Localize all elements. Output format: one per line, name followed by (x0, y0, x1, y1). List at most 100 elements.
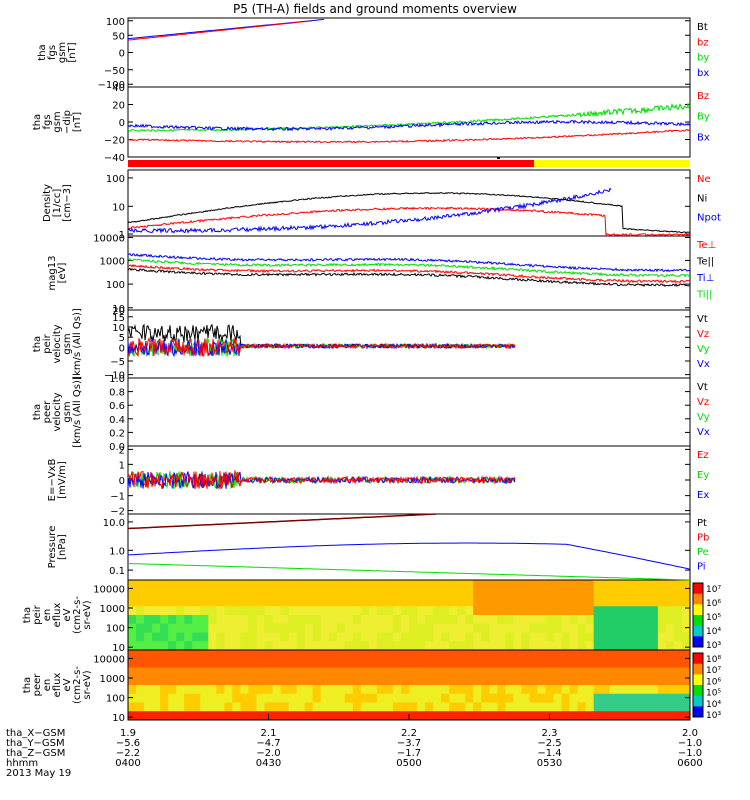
spectrogram-cell (433, 658, 442, 668)
spectrogram-cell (505, 632, 514, 642)
spectrogram-cell (593, 658, 603, 668)
spectrogram-cell (384, 580, 394, 590)
spectrogram-cell (392, 580, 402, 590)
ylabel-line: velocity (52, 392, 63, 431)
spectrogram-cell (152, 650, 161, 660)
spectrogram-cell (136, 658, 145, 668)
spectrogram-cell (216, 711, 225, 721)
xaxis-row-label: tha_Z−GSM (6, 748, 65, 759)
spectrogram-cell (136, 606, 145, 616)
spectrogram-cell (497, 658, 506, 668)
spectrogram-cell (433, 588, 442, 598)
spectrogram-cell (513, 623, 522, 633)
spectrogram-cell (248, 685, 257, 695)
Pi-curve (127, 542, 691, 570)
spectrogram-cell (128, 588, 137, 598)
spectrogram-cell (625, 597, 635, 607)
spectrogram-cell (256, 623, 265, 633)
spectrogram-cell (449, 606, 458, 616)
spectrogram-cell (400, 702, 410, 712)
spectrogram-cell (168, 693, 177, 703)
spectrogram-cell (192, 685, 201, 695)
spectrogram-cell (513, 588, 522, 598)
spectrogram-cell (425, 650, 434, 660)
spectrogram-cell (216, 623, 225, 633)
spectrogram-cell (561, 597, 571, 607)
spectrogram-cell (392, 667, 402, 677)
legend-entry: Ni (697, 193, 707, 204)
spectrogram-cell (208, 615, 217, 625)
spectrogram-cell (641, 658, 651, 668)
spectrogram-cell (601, 702, 611, 712)
spectrogram-cell (657, 650, 667, 660)
spectrogram-cell (625, 615, 635, 625)
spectrogram-cell (425, 632, 434, 642)
spectrogram-cell (168, 641, 177, 651)
spectrogram-cell (240, 650, 249, 660)
spectrogram-cell (617, 615, 627, 625)
spectrogram-cell (513, 676, 522, 686)
spectrogram-cell (344, 588, 354, 598)
spectrogram-cell (425, 597, 434, 607)
colorbar-label: 10³ (706, 641, 721, 651)
spectrogram-cell (272, 641, 282, 651)
spectrogram-cell (441, 580, 450, 590)
spectrogram-cell (577, 588, 587, 598)
spectrogram-cell (360, 650, 370, 660)
spectrogram-cell (425, 658, 434, 668)
spectrogram-cell (529, 580, 538, 590)
spectrogram-cell (312, 597, 322, 607)
spectrogram-cell (473, 597, 482, 607)
spectrogram-cell (625, 632, 635, 642)
spectrogram-cell (368, 676, 378, 686)
spectrogram-cell (240, 580, 249, 590)
xaxis-value: −1.0 (678, 738, 702, 749)
spectrogram-cell (433, 580, 442, 590)
spectrogram-cell (641, 623, 651, 633)
spectrogram-cell (449, 667, 458, 677)
spectrogram-cell (625, 658, 635, 668)
spectrogram-cell (128, 606, 137, 616)
spectrogram-cell (152, 693, 161, 703)
panel-frame-p6 (127, 377, 691, 447)
spectrogram-cell (569, 650, 579, 660)
spectrogram-cell (657, 597, 667, 607)
spectrogram-cell (673, 606, 683, 616)
spectrogram-cell (248, 711, 257, 721)
spectrogram-cell (673, 580, 683, 590)
spectrogram-cell (136, 588, 145, 598)
spectrogram-cell (481, 658, 490, 668)
spectrogram-cell (681, 641, 691, 651)
spectrogram-cell (160, 615, 169, 625)
spectrogram-cell (352, 711, 362, 721)
spectrogram-cell (465, 597, 474, 607)
spectrogram-cell (505, 650, 514, 660)
ytick-label: 10.0 (103, 518, 125, 529)
spectrogram-cell (232, 588, 241, 598)
spectrogram-cell (160, 702, 169, 712)
spectrogram-cell (264, 676, 274, 686)
spectrogram-cell (625, 580, 635, 590)
spectrogram-cell (577, 685, 587, 695)
spectrogram-cell (256, 650, 265, 660)
spectrogram-cell (392, 615, 402, 625)
spectrogram-cell (529, 650, 538, 660)
spectrogram-cell (649, 693, 659, 703)
spectrogram-cell (577, 711, 587, 721)
spectrogram-cell (529, 667, 538, 677)
spectrogram-cell (473, 702, 482, 712)
spectrogram-cell (521, 632, 530, 642)
spectrogram-cell (681, 693, 691, 703)
xaxis-value: 0500 (396, 758, 421, 769)
spectrogram-cell (312, 693, 322, 703)
spectrogram-cell (248, 641, 257, 651)
spectrogram-cell (304, 597, 314, 607)
spectrogram-cell (128, 693, 137, 703)
spectrogram-cell (368, 711, 378, 721)
spectrogram-cell (545, 580, 555, 590)
spectrogram-cell (505, 615, 514, 625)
spectrogram-cell (352, 667, 362, 677)
spectrogram-cell (160, 580, 169, 590)
spectrogram-cell (561, 606, 571, 616)
xaxis-value: −1.0 (678, 748, 702, 759)
